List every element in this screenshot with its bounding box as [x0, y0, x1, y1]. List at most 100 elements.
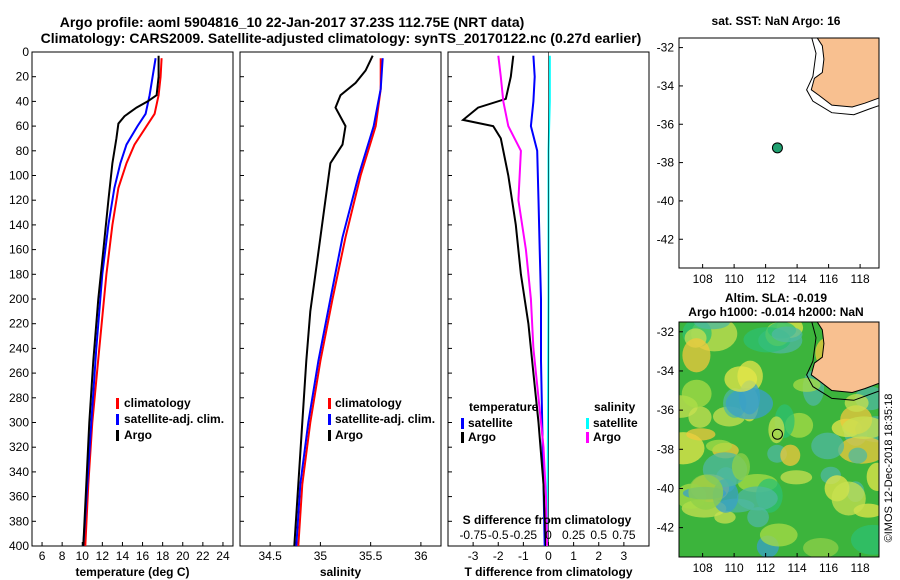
shelf-contour: [806, 38, 879, 116]
y-tick-label: 300: [9, 416, 29, 430]
y-tick-label: -34: [657, 79, 675, 93]
x-tick-label: 0: [545, 549, 552, 563]
sla-blob: [848, 447, 868, 464]
legend-label: Argo: [593, 430, 621, 444]
sla-blob: [686, 428, 716, 441]
y-tick-label: 40: [16, 94, 30, 108]
sla-blob: [724, 366, 758, 392]
x-tick-label: 108: [693, 561, 713, 575]
salinity-chart: 34.5 35 35.5 36 salinity climatology satellite…: [239, 51, 442, 579]
map-title: sat. SST: NaN Argo: 16: [712, 14, 841, 28]
x-tick-label: 114: [788, 561, 807, 575]
sla-blob: [688, 474, 724, 510]
legend-title: temperature: [469, 400, 539, 414]
sla-blob: [866, 462, 879, 491]
sla-blob: [844, 394, 869, 412]
argo-float-marker: [771, 142, 783, 154]
legend-label: climatology: [124, 396, 191, 410]
legend-swatch: [586, 432, 589, 443]
y-tick-label: 220: [9, 317, 29, 331]
x-tick-label: 18: [156, 549, 170, 563]
x-tick-label: 8: [59, 549, 66, 563]
y-tick-label: 60: [16, 119, 30, 133]
x2-tick-label: 0.25: [562, 528, 586, 542]
shelf-contour: [806, 322, 879, 401]
legend-swatch: [116, 414, 119, 425]
y-tick-label: 320: [9, 440, 29, 454]
y-tick-label: -42: [657, 232, 675, 246]
y-tick-label: 280: [9, 391, 29, 405]
y-tick-label: 140: [9, 218, 29, 232]
y-tick-label: -34: [657, 364, 675, 378]
x2-tick-label: -0.75: [459, 528, 487, 542]
x2-tick-label: 0.5: [590, 528, 607, 542]
x-tick-label: 108: [693, 272, 713, 286]
legend-label: Argo: [468, 430, 496, 444]
legend-label: satellite-adj. clim.: [335, 412, 435, 426]
sla-blob: [771, 326, 803, 343]
y-tick-label: -38: [657, 156, 675, 170]
y-tick-label: 100: [9, 169, 29, 183]
series-line-2: [82, 55, 160, 547]
x2-tick-label: 0.75: [612, 528, 636, 542]
legend-label: Argo: [124, 428, 152, 442]
sla_map-map-area: [679, 322, 879, 557]
y-tick-label: 260: [9, 366, 29, 380]
legend-swatch: [328, 398, 331, 409]
sla-blob: [736, 486, 778, 511]
x-tick-label: 10: [76, 549, 90, 563]
x-tick-label: 116: [819, 561, 838, 575]
x-tick-label: 110: [725, 272, 744, 286]
sla-blob: [693, 322, 730, 330]
x-tick-label: 20: [176, 549, 190, 563]
map-frame: [678, 321, 880, 558]
sla-blob: [714, 510, 736, 524]
argo-float-marker: [771, 428, 783, 440]
title-line-2: Climatology: CARS2009. Satellite-adjuste…: [41, 30, 642, 46]
y-tick-label: -32: [657, 41, 675, 55]
legend-swatch: [116, 398, 119, 409]
y-tick-label: -36: [657, 117, 675, 131]
x-tick-label: 22: [196, 549, 210, 563]
legend-swatch: [116, 430, 119, 441]
y-tick-label: 80: [16, 144, 30, 158]
y-tick-label: -32: [657, 325, 675, 339]
y-tick-label: -38: [657, 442, 675, 456]
x-tick-label: 118: [851, 561, 870, 575]
x2-tick-label: 0: [545, 528, 552, 542]
x-tick-label: -3: [468, 549, 479, 563]
sla-blob: [681, 379, 712, 408]
sla-blob: [793, 378, 821, 392]
x-tick-label: 118: [851, 272, 870, 286]
sla-blob: [682, 338, 711, 373]
sla-blob: [803, 537, 839, 557]
x-tick-label: 36: [414, 549, 428, 563]
y-tick-label: 360: [9, 490, 29, 504]
x-tick-label: -1: [518, 549, 529, 563]
x-tick-label: 112: [756, 561, 775, 575]
sla-blob: [688, 406, 712, 428]
x-tick-label: 112: [756, 272, 775, 286]
legend-swatch: [586, 418, 589, 429]
x-axis-label: salinity: [320, 565, 362, 579]
y-tick-label: -42: [657, 521, 675, 535]
salinity-plot-frame: [239, 51, 442, 547]
y-tick-label: -36: [657, 403, 675, 417]
y-tick-label: 340: [9, 465, 29, 479]
x-tick-label: 14: [116, 549, 130, 563]
sla-blob: [780, 470, 813, 485]
x-tick-label: 6: [39, 549, 46, 563]
legend-label: Argo: [335, 428, 363, 442]
x-tick-label: 3: [621, 549, 628, 563]
y-tick-label: -40: [657, 481, 675, 495]
y-tick-label: 160: [9, 243, 29, 257]
sla-blob: [780, 444, 801, 466]
x-tick-label: 116: [819, 272, 838, 286]
legend-swatch: [328, 414, 331, 425]
sla-blob: [725, 387, 773, 420]
legend-swatch: [328, 430, 331, 441]
credit-text: ©IMOS 12-Dec-2018 18:35:18: [883, 394, 895, 543]
y-tick-label: 20: [16, 70, 30, 84]
sla-map: 108 110 112 114 116 118 -32 -34 -36 -38 -40 -42 Alti…: [657, 291, 880, 575]
x-tick-label: 34.5: [258, 549, 282, 563]
